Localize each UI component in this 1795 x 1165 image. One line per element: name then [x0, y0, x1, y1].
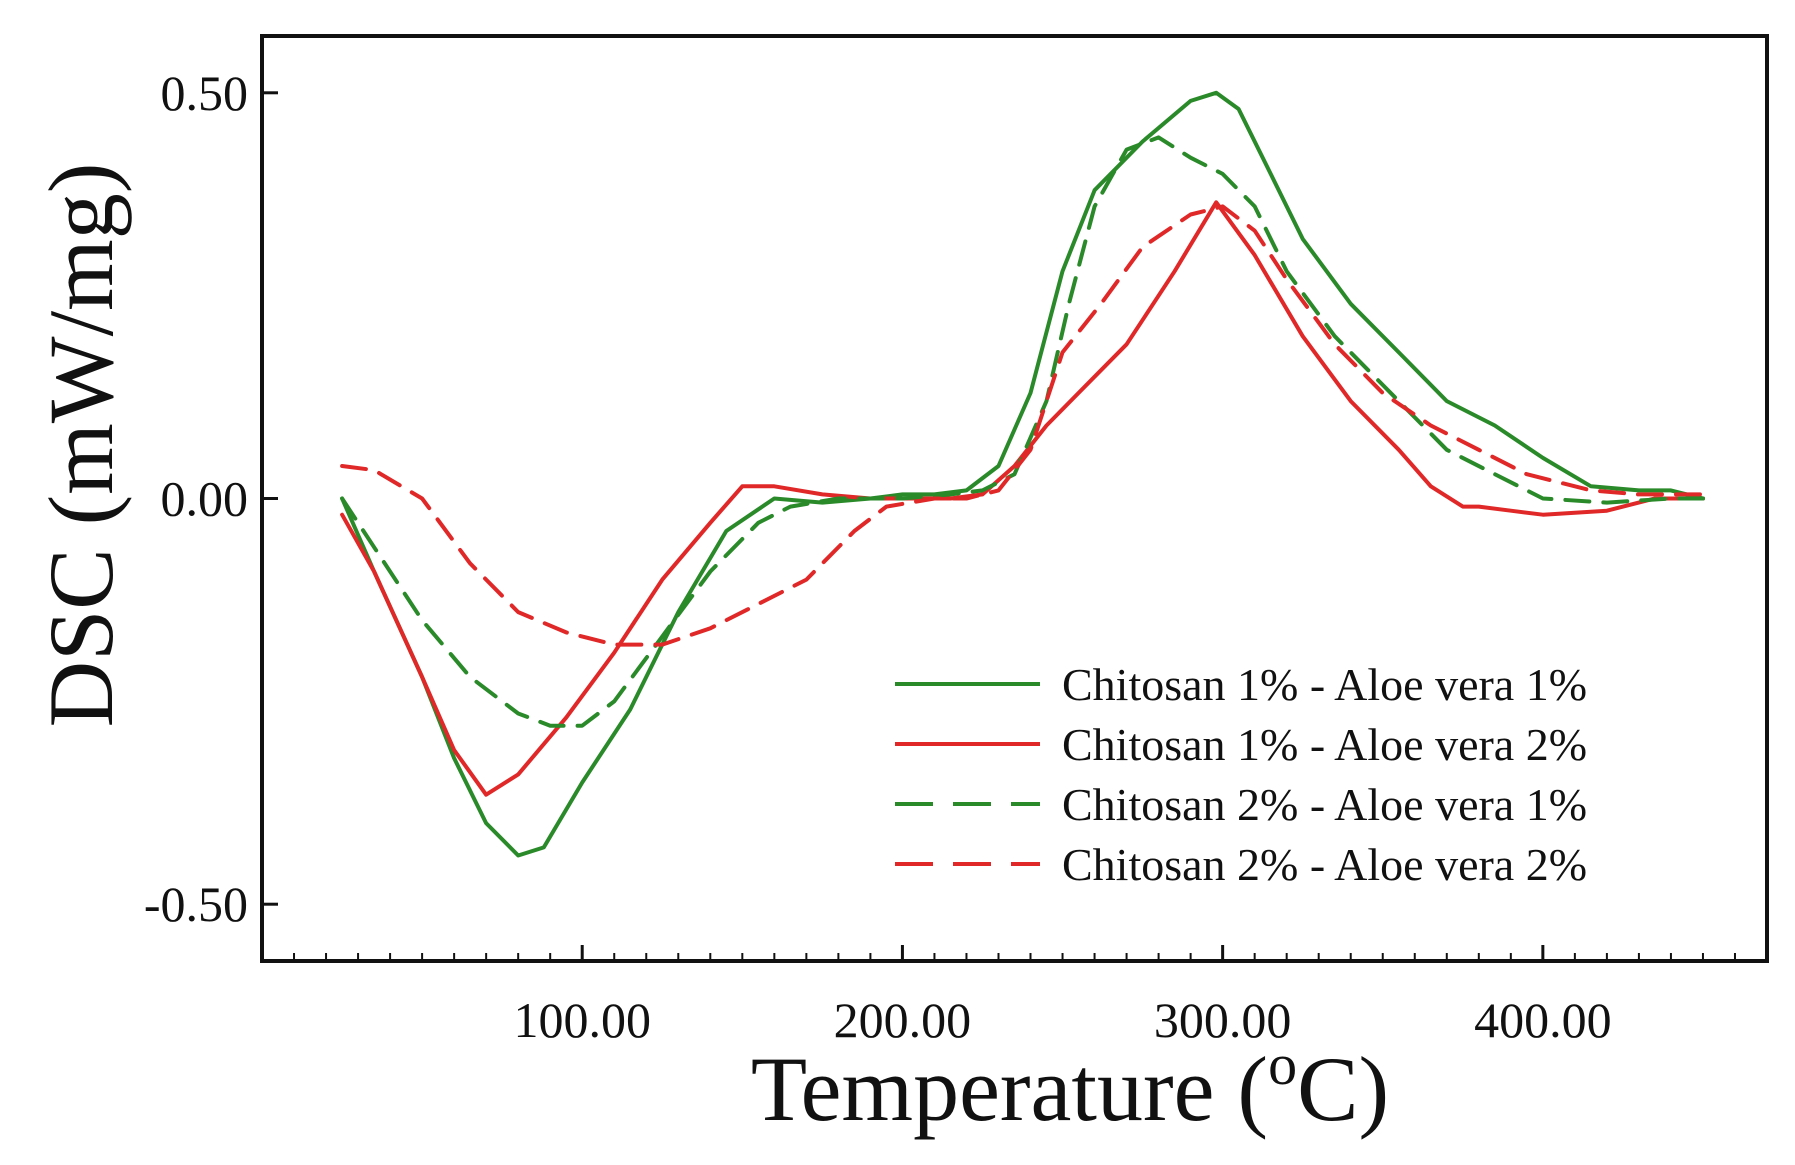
x-tick-label: 100.00: [513, 992, 651, 1048]
series-line-2: [340, 200, 1705, 797]
legend-label-2: Chitosan 1% - Aloe vera 2%: [1062, 719, 1587, 770]
x-axis-title-unit: C: [1297, 1038, 1358, 1140]
tick-layer: 100.00 200.00 300.00 400.00 0.50 0.00 -0.50: [144, 65, 1736, 1048]
x-tick-label: 200.00: [834, 992, 972, 1048]
legend-label-4: Chitosan 2% - Aloe vera 2%: [1062, 839, 1587, 890]
y-axis-title: DSC (mW/mg): [30, 163, 132, 728]
series-layer: [340, 90, 1705, 858]
y-tick-label: 0.50: [161, 65, 249, 121]
x-axis-title: Temperature (oC): [751, 1032, 1389, 1140]
legend-label-1: Chitosan 1% - Aloe vera 1%: [1062, 659, 1587, 710]
series-line-4: [340, 204, 1705, 647]
legend-label-3: Chitosan 2% - Aloe vera 1%: [1062, 779, 1587, 830]
x-axis-title-text: Temperature: [751, 1038, 1215, 1140]
y-tick-label: -0.50: [144, 876, 248, 932]
x-axis-title-superscript: o: [1268, 1032, 1297, 1097]
y-tick-label: 0.00: [161, 471, 249, 527]
x-tick-label: 300.00: [1154, 992, 1292, 1048]
series-line-3: [340, 135, 1705, 728]
series-line-1: [340, 90, 1705, 858]
legend: Chitosan 1% - Aloe vera 1% Chitosan 1% -…: [895, 659, 1587, 890]
x-tick-label: 400.00: [1474, 992, 1612, 1048]
